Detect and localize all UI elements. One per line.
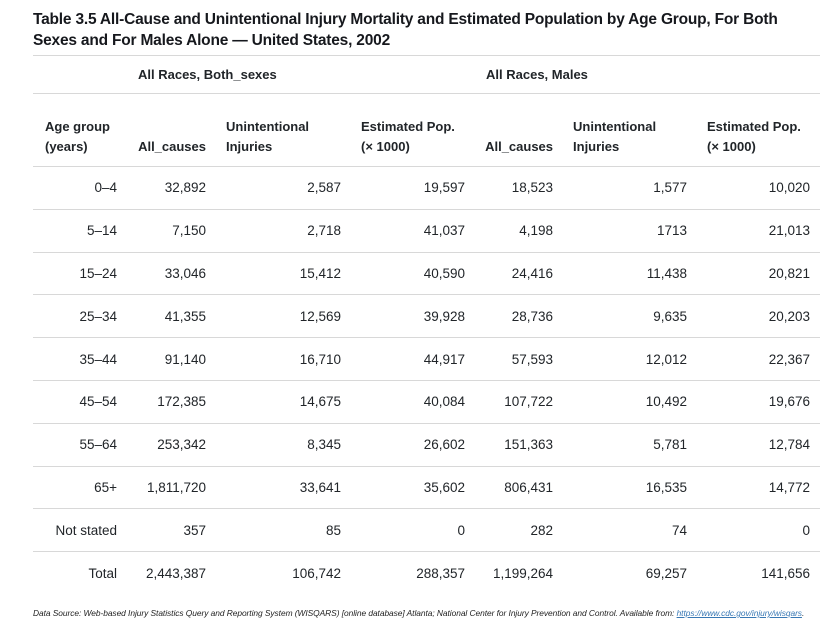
cell: 18,523 — [475, 166, 564, 210]
group-header-males: All Races, Males — [475, 55, 821, 94]
cell: 2,718 — [216, 209, 351, 253]
cell: 35,602 — [351, 466, 476, 510]
cell: 21,013 — [697, 209, 821, 253]
table-row-15-24: 15–24 33,046 15,412 40,590 24,416 11,438… — [33, 252, 821, 296]
table-row-65-plus: 65+ 1,811,720 33,641 35,602 806,431 16,5… — [33, 466, 821, 510]
cell: 8,345 — [216, 423, 351, 467]
cell: 69,257 — [645, 565, 688, 581]
cell: 11,438 — [563, 252, 698, 296]
cell: 44,917 — [351, 337, 476, 381]
cell: 14,772 — [697, 466, 821, 510]
data-source-suffix: . — [801, 607, 805, 618]
cell: 0 — [697, 508, 821, 553]
cell: 172,385 — [127, 380, 216, 424]
cell: 20,821 — [697, 252, 821, 296]
cell: 288,357 — [416, 565, 466, 581]
cell: 16,535 — [563, 466, 698, 510]
mortality-table: All Races, Both_sexes All Races, Males A… — [33, 55, 821, 594]
cell: 141,656 — [761, 565, 811, 581]
cell: 22,367 — [697, 337, 821, 381]
cell: Total — [88, 565, 117, 581]
cell: 107,722 — [475, 380, 564, 424]
mortality-table-page: { "title": "Table 3.5 All-Cause and Unin… — [0, 9, 828, 620]
data-source-text: Data Source: Web-based Injury Statistics… — [33, 607, 677, 618]
column-header-estimated-pop-males: Estimated Pop. (× 1000) — [697, 93, 821, 167]
cell: 35–44 — [33, 337, 127, 381]
group-header-both-sexes: All Races, Both_sexes — [127, 55, 476, 94]
cell: 41,355 — [127, 294, 216, 339]
cell: 25–34 — [33, 294, 127, 339]
cell: 26,602 — [351, 423, 476, 467]
cell: 2,443,387 — [145, 565, 206, 581]
cell: 1,577 — [563, 166, 698, 210]
cell: Not stated — [33, 508, 127, 553]
column-header-row: Age group (years) All_causes Unintentiona… — [33, 93, 821, 167]
cell: 0–4 — [33, 166, 127, 210]
cell: 282 — [475, 508, 564, 553]
cell: 15,412 — [216, 252, 351, 296]
cell: 12,784 — [697, 423, 821, 467]
cell: 1,811,720 — [127, 466, 216, 510]
cell: 1713 — [563, 209, 698, 253]
cell: 45–54 — [33, 380, 127, 424]
cell: 19,597 — [351, 166, 476, 210]
cell: 74 — [563, 508, 698, 553]
cell: 20,203 — [697, 294, 821, 339]
cell: 2,587 — [216, 166, 351, 210]
cell: 357 — [127, 508, 216, 553]
cell: 55–64 — [33, 423, 127, 467]
page-title: Table 3.5 All-Cause and Unintentional In… — [33, 11, 778, 49]
column-header-estimated-pop-both: Estimated Pop. (× 1000) — [351, 93, 476, 167]
cell: 57,593 — [475, 337, 564, 381]
cell: 1,199,264 — [492, 565, 554, 581]
cell: 10,492 — [563, 380, 698, 424]
column-header-unintentional-both: Unintentional Injuries — [216, 93, 351, 167]
table-row-55-64: 55–64 253,342 8,345 26,602 151,363 5,781… — [33, 423, 821, 467]
cell: 12,012 — [563, 337, 698, 381]
column-header-all-causes-males: All_causes — [475, 93, 564, 167]
cell: 40,590 — [351, 252, 476, 296]
cell: 33,641 — [216, 466, 351, 510]
table-row-45-54: 45–54 172,385 14,675 40,084 107,722 10,4… — [33, 380, 821, 424]
cell: 24,416 — [475, 252, 564, 296]
cell: 15–24 — [33, 252, 127, 296]
group-header-row: All Races, Both_sexes All Races, Males — [33, 55, 821, 94]
cell: 0 — [351, 508, 476, 553]
cell: 33,046 — [127, 252, 216, 296]
source-link[interactable]: https://www.cdc.gov/injury/wisqars — [676, 607, 802, 618]
column-header-age-group: Age group (years) — [33, 93, 127, 167]
group-header-spacer — [33, 55, 127, 94]
cell: 28,736 — [475, 294, 564, 339]
table-row-25-34: 25–34 41,355 12,569 39,928 28,736 9,635 … — [33, 294, 821, 339]
cell: 32,892 — [127, 166, 216, 210]
table-row-0-4: 0–4 32,892 2,587 19,597 18,523 1,577 10,… — [33, 166, 821, 210]
table-row-not-stated: Not stated 357 85 0 282 74 0 — [33, 508, 821, 553]
table-row-5-14: 5–14 7,150 2,718 41,037 4,198 1713 21,01… — [33, 209, 821, 253]
column-header-all-causes-both: All_causes — [127, 93, 216, 167]
cell: 253,342 — [127, 423, 216, 467]
cell: 5–14 — [33, 209, 127, 253]
cell: 85 — [216, 508, 351, 553]
cell: 14,675 — [216, 380, 351, 424]
cell: 151,363 — [475, 423, 564, 467]
data-source-note: Data Source: Web-based Injury Statistics… — [33, 608, 828, 618]
column-header-unintentional-males: Unintentional Injuries — [563, 93, 698, 167]
cell: 19,676 — [697, 380, 821, 424]
cell: 12,569 — [216, 294, 351, 339]
cell: 40,084 — [351, 380, 476, 424]
cell: 806,431 — [475, 466, 564, 510]
cell: 41,037 — [351, 209, 476, 253]
cell: 4,198 — [475, 209, 564, 253]
table-row-total: Total 2,443,387 106,742 288,357 1,199,26… — [33, 552, 820, 594]
cell: 39,928 — [351, 294, 476, 339]
cell: 7,150 — [127, 209, 216, 253]
cell: 9,635 — [563, 294, 698, 339]
table-row-35-44: 35–44 91,140 16,710 44,917 57,593 12,012… — [33, 337, 821, 381]
cell: 65+ — [33, 466, 127, 510]
cell: 91,140 — [127, 337, 216, 381]
cell: 5,781 — [563, 423, 698, 467]
cell: 10,020 — [697, 166, 821, 210]
cell: 106,742 — [292, 565, 341, 581]
cell: 16,710 — [216, 337, 351, 381]
